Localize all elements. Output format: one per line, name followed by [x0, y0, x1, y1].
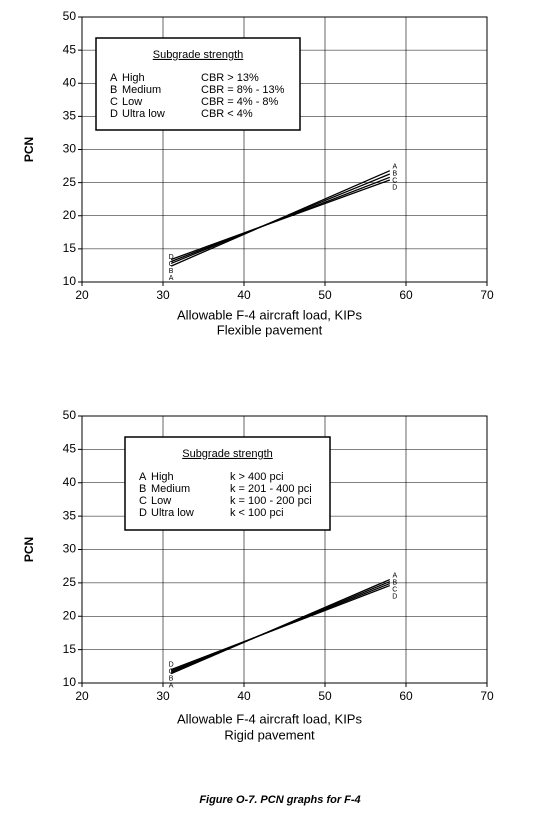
line-end-label: B — [392, 171, 397, 178]
y-tick-label: 35 — [63, 109, 77, 123]
y-axis-label: PCN — [22, 537, 36, 562]
legend-criterion: k = 100 - 200 pci — [230, 495, 312, 507]
y-tick-label: 25 — [63, 575, 77, 589]
legend-criterion: CBR = 4% - 8% — [201, 96, 279, 108]
y-tick-label: 45 — [63, 442, 77, 456]
x-tick-label: 70 — [480, 689, 494, 703]
legend-box — [95, 37, 301, 131]
x-tick-label: 20 — [75, 689, 89, 703]
line-end-label: D — [392, 593, 397, 600]
line-start-label: B — [169, 268, 174, 275]
legend-key: D — [139, 507, 147, 519]
line-end-label: C — [392, 178, 397, 185]
series-line — [170, 584, 391, 671]
x-axis-label: Allowable F-4 aircraft load, KIPs — [177, 711, 362, 726]
legend-label: Low — [122, 96, 142, 108]
legend-criterion: CBR > 13% — [201, 72, 259, 84]
legend-label: Ultra low — [122, 108, 165, 120]
figure-caption: Figure O-7. PCN graphs for F-4 — [199, 794, 360, 806]
legend-label: High — [122, 72, 145, 84]
legend-key: B — [110, 84, 117, 96]
y-tick-label: 30 — [63, 142, 77, 156]
legend-key: D — [110, 108, 118, 120]
y-tick-label: 35 — [63, 508, 77, 522]
legend-label: Ultra low — [151, 507, 194, 519]
x-tick-label: 60 — [399, 288, 413, 302]
y-tick-label: 25 — [63, 175, 77, 189]
y-tick-label: 50 — [63, 408, 77, 422]
line-start-label: B — [169, 675, 174, 682]
legend-label: Medium — [151, 483, 190, 495]
y-tick-label: 15 — [63, 642, 77, 656]
legend-key: A — [139, 471, 147, 483]
legend-label: High — [151, 471, 174, 483]
y-tick-label: 20 — [63, 208, 77, 222]
y-tick-label: 50 — [63, 9, 77, 23]
x-tick-label: 50 — [318, 288, 332, 302]
line-start-label: D — [169, 254, 174, 261]
y-tick-label: 10 — [63, 274, 77, 288]
line-end-label: C — [392, 586, 397, 593]
legend-box — [124, 436, 331, 531]
legend-title: Subgrade strength — [182, 448, 273, 460]
legend-label: Medium — [122, 84, 161, 96]
line-start-label: A — [169, 682, 174, 689]
y-tick-label: 15 — [63, 241, 77, 255]
chart-subtitle: Flexible pavement — [217, 322, 323, 337]
line-end-label: A — [392, 164, 397, 171]
legend-key: C — [110, 96, 118, 108]
plot-frame — [81, 16, 488, 283]
plot-frame — [81, 415, 488, 684]
line-end-label: A — [392, 572, 397, 579]
legend-criterion: k = 201 - 400 pci — [230, 483, 312, 495]
legend-criterion: CBR = 8% - 13% — [201, 84, 285, 96]
y-tick-label: 10 — [63, 675, 77, 689]
legend-key: B — [139, 483, 146, 495]
line-start-label: C — [169, 261, 174, 268]
x-tick-label: 40 — [237, 288, 251, 302]
y-tick-label: 45 — [63, 42, 77, 56]
line-end-label: D — [392, 185, 397, 192]
legend-key: C — [139, 495, 147, 507]
legend-label: Low — [151, 495, 171, 507]
legend-key: A — [110, 72, 118, 84]
legend-criterion: k > 400 pci — [230, 471, 284, 483]
y-tick-label: 40 — [63, 75, 77, 89]
x-tick-label: 30 — [156, 288, 170, 302]
x-tick-label: 30 — [156, 689, 170, 703]
series-line — [170, 179, 391, 261]
line-end-label: B — [392, 579, 397, 586]
x-tick-label: 20 — [75, 288, 89, 302]
legend-title: Subgrade strength — [153, 49, 244, 61]
legend-criterion: CBR < 4% — [201, 108, 253, 120]
legend-criterion: k < 100 pci — [230, 507, 284, 519]
line-start-label: C — [169, 668, 174, 675]
x-tick-label: 50 — [318, 689, 332, 703]
x-axis-label: Allowable F-4 aircraft load, KIPs — [177, 307, 362, 322]
y-tick-label: 20 — [63, 608, 77, 622]
y-tick-label: 30 — [63, 542, 77, 556]
line-start-label: A — [169, 275, 174, 282]
x-tick-label: 60 — [399, 689, 413, 703]
y-tick-label: 40 — [63, 475, 77, 489]
chart-subtitle: Rigid pavement — [224, 727, 315, 742]
x-tick-label: 70 — [480, 288, 494, 302]
x-tick-label: 40 — [237, 689, 251, 703]
y-axis-label: PCN — [22, 137, 36, 162]
line-start-label: D — [169, 661, 174, 668]
